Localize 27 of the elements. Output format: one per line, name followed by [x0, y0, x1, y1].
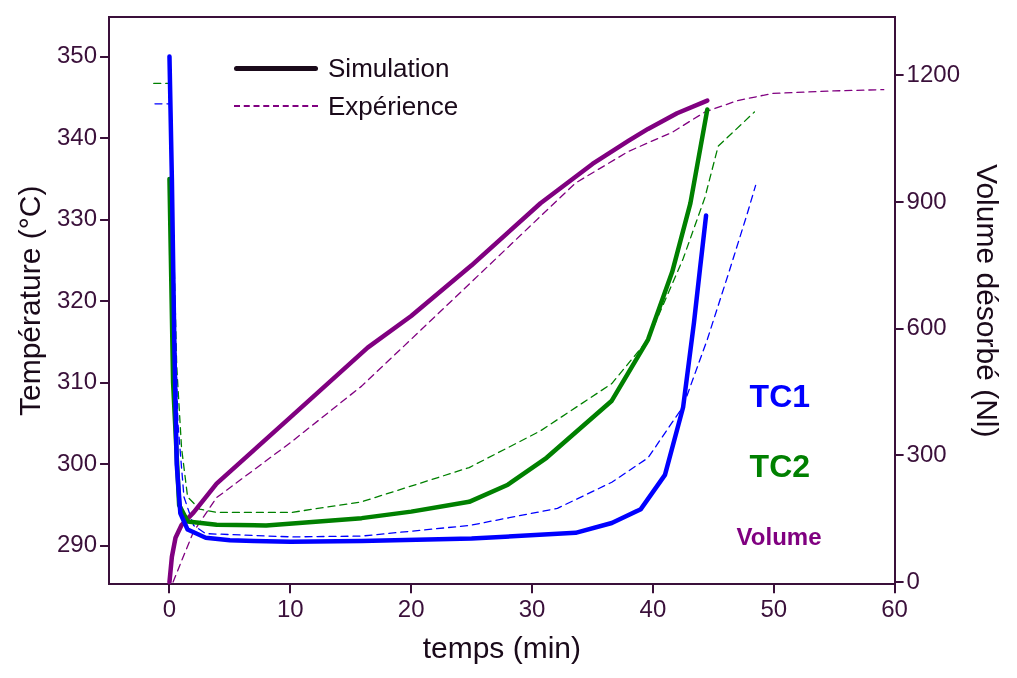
x-tick-label: 60 [881, 595, 908, 623]
y2-tick-label: 0 [906, 566, 920, 594]
x-tick-label: 10 [276, 595, 304, 623]
x-tick-label: 20 [397, 595, 425, 623]
x-tick-label: 40 [639, 595, 667, 623]
text: TC2 [749, 448, 811, 485]
y2-tick-label: 900 [906, 186, 947, 214]
series-label: TC1 [749, 378, 811, 415]
y-tick-label: 310 [57, 367, 98, 395]
annotation: Expérience [328, 90, 459, 122]
x-tick-label: 30 [518, 595, 546, 623]
x-tick-label: 50 [760, 595, 788, 623]
text: Volume [736, 522, 822, 550]
y-tick-label: 330 [57, 204, 98, 232]
y-tick-label: 340 [57, 122, 98, 150]
x-axis-title: temps (min) [422, 631, 582, 665]
y-axis-title: Température (°C) [13, 185, 47, 416]
y-tick-label: 350 [57, 41, 98, 69]
y-tick-label: 290 [57, 530, 98, 558]
x-tick-label: 0 [162, 595, 177, 623]
y-tick-label: 320 [57, 285, 98, 313]
annotation: Simulation [328, 52, 450, 84]
y2-axis-title: Volume désorbé (Nl) [970, 164, 1004, 438]
y2-tick-label: 300 [906, 440, 947, 468]
y2-tick-label: 600 [906, 313, 947, 341]
y2-tick-label: 1200 [906, 59, 960, 87]
y-tick-label: 300 [57, 448, 98, 476]
